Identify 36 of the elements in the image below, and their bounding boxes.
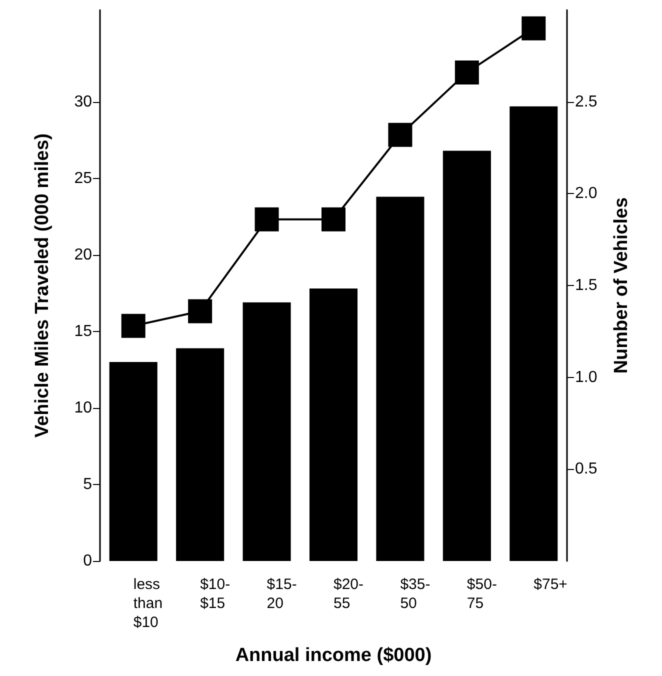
y-axis-title: Vehicle Miles Traveled (000 miles): [32, 133, 53, 438]
bar: [242, 302, 291, 561]
x-axis-title: Annual income ($000): [235, 645, 432, 666]
bar: [510, 106, 558, 561]
y-tick-label: 5: [83, 476, 92, 493]
y2-axis-title: Number of Vehicles: [611, 197, 632, 374]
y-tick-label: 0: [83, 552, 92, 570]
bar: [376, 196, 424, 561]
y2-tick-label: 2.5: [575, 93, 598, 110]
y-tick-label: 20: [74, 246, 92, 264]
bar: [109, 362, 158, 561]
y-tick-label: 30: [74, 93, 92, 110]
x-tick-label: less than $10: [133, 576, 163, 631]
x-tick-label: $50-75: [466, 576, 497, 612]
y2-tick-label: 0.5: [575, 460, 598, 478]
point: [388, 122, 412, 147]
point: [522, 16, 546, 40]
y-tick-label: 25: [74, 170, 92, 187]
x-tick-label: $20-55: [334, 576, 364, 612]
x-tick-label: $15-20: [266, 576, 297, 612]
point: [322, 207, 346, 232]
y-tick-label: 10: [74, 399, 92, 416]
y2-tick-label: 2.0: [575, 185, 598, 202]
bar: [309, 288, 358, 561]
x-tick-label: $10-$15: [200, 576, 230, 612]
point: [254, 207, 279, 232]
x-tick-label: $75+: [534, 576, 568, 593]
y2-tick-label: 1.5: [575, 277, 598, 294]
point: [188, 299, 212, 324]
y2-tick-label: 1.0: [575, 368, 598, 386]
bar: [442, 150, 491, 561]
x-tick-label: $35-50: [400, 576, 430, 612]
point: [121, 314, 146, 338]
point: [454, 60, 479, 84]
bar: [176, 348, 224, 561]
y-tick-label: 15: [74, 322, 92, 340]
